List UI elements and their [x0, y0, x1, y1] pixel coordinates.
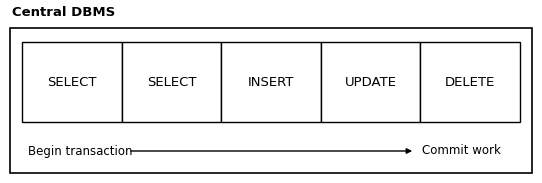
Bar: [321, 42, 421, 122]
Text: UPDATE: UPDATE: [345, 76, 397, 89]
Text: DELETE: DELETE: [445, 76, 495, 89]
Text: SELECT: SELECT: [47, 76, 96, 89]
Bar: [22, 42, 121, 122]
Bar: [121, 42, 221, 122]
Text: Central DBMS: Central DBMS: [12, 6, 115, 19]
Bar: [10, 28, 532, 173]
Text: INSERT: INSERT: [248, 76, 294, 89]
Text: SELECT: SELECT: [147, 76, 196, 89]
Bar: [421, 42, 520, 122]
Bar: [221, 42, 321, 122]
Text: Begin transaction: Begin transaction: [28, 145, 132, 158]
Text: Commit work: Commit work: [422, 145, 501, 158]
